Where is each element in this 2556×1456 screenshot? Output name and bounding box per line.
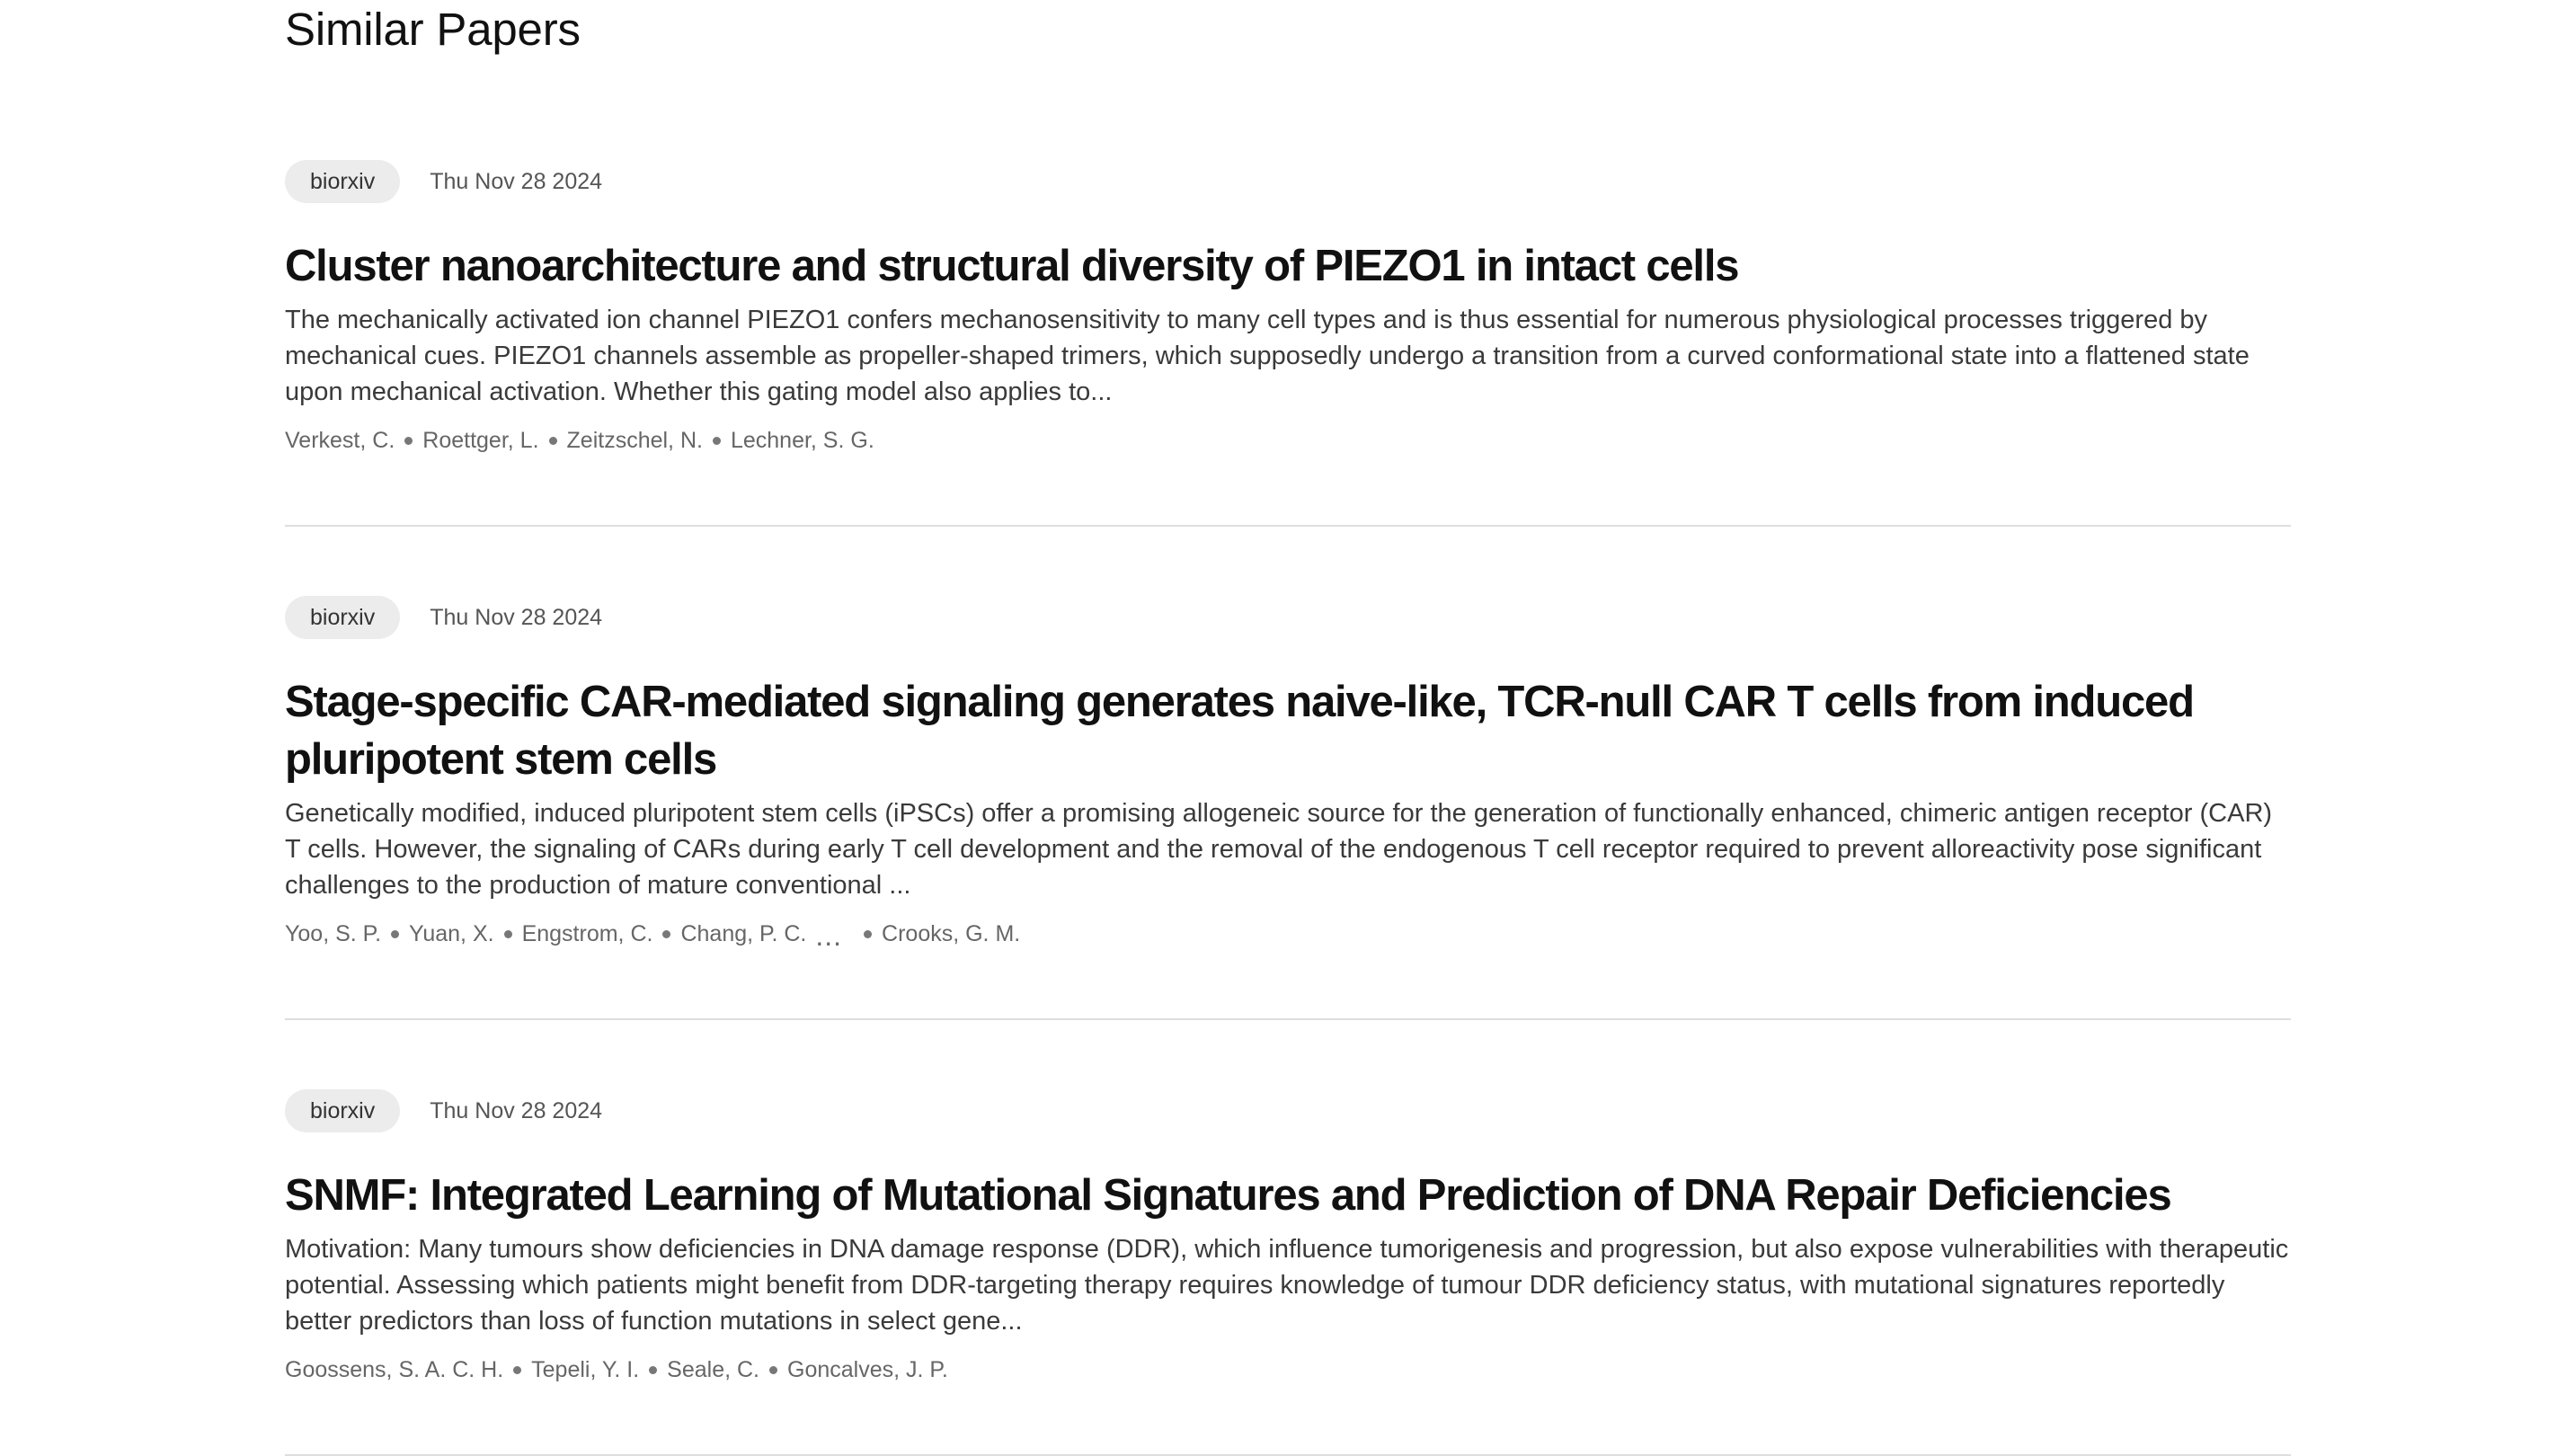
separator-dot [864,929,873,938]
author-list: Verkest, C. Roettger, L. Zeitzschel, N. … [285,425,2291,456]
paper-meta: biorxiv Thu Nov 28 2024 [285,596,2291,639]
author-name[interactable]: Yoo, S. P. [285,920,382,946]
source-badge[interactable]: biorxiv [285,596,401,639]
publish-date: Thu Nov 28 2024 [430,604,603,630]
author-list: Yoo, S. P. Yuan, X. Engstrom, C. Chang, … [285,919,2291,952]
author-name[interactable]: Goossens, S. A. C. H. [285,1356,504,1382]
paper-title[interactable]: Cluster nanoarchitecture and structural … [285,237,2291,295]
publish-date: Thu Nov 28 2024 [430,1097,603,1123]
paper-title-link[interactable]: Stage-specific CAR-mediated signaling ge… [285,678,2195,784]
author-name[interactable]: Yuan, X. [409,920,494,946]
author-name[interactable]: Roettger, L. [422,427,539,453]
author-name[interactable]: Tepeli, Y. I. [531,1356,640,1382]
paper-title-link[interactable]: Cluster nanoarchitecture and structural … [285,242,1739,290]
separator-dot [404,436,413,445]
paper-card: biorxiv Thu Nov 28 2024 Cluster nanoarch… [285,160,2291,527]
paper-card: biorxiv Thu Nov 28 2024 SNMF: Integrated… [285,1089,2291,1456]
author-name[interactable]: Goncalves, J. P. [787,1356,948,1382]
separator-dot [649,1365,658,1374]
author-name[interactable]: Verkest, C. [285,427,395,453]
source-badge[interactable]: biorxiv [285,1089,401,1132]
separator-dot [769,1365,777,1374]
author-name[interactable]: Engstrom, C. [521,920,653,946]
paper-meta: biorxiv Thu Nov 28 2024 [285,1089,2291,1132]
separator-dot [503,929,512,938]
paper-card: biorxiv Thu Nov 28 2024 Stage-specific C… [285,596,2291,1020]
author-name[interactable]: Chang, P. C. [680,920,807,946]
paper-abstract: Genetically modified, induced pluripoten… [285,799,2273,900]
paper-abstract: Motivation: Many tumours show deficienci… [285,1235,2289,1336]
source-badge[interactable]: biorxiv [285,160,401,203]
author-list: Goossens, S. A. C. H. Tepeli, Y. I. Seal… [285,1354,2291,1385]
author-name[interactable]: Lechner, S. G. [730,427,874,453]
separator-dot [662,929,671,938]
paper-meta: biorxiv Thu Nov 28 2024 [285,160,2291,203]
paper-title-link[interactable]: SNMF: Integrated Learning of Mutational … [285,1171,2172,1220]
separator-dot [513,1365,522,1374]
author-name[interactable]: Seale, C. [667,1356,759,1382]
paper-title[interactable]: Stage-specific CAR-mediated signaling ge… [285,673,2291,788]
author-name[interactable]: Crooks, G. M. [882,920,1021,946]
paper-title[interactable]: SNMF: Integrated Learning of Mutational … [285,1167,2291,1224]
separator-dot [391,929,400,938]
separator-dot [712,436,721,445]
more-authors-ellipsis[interactable]: ... [815,919,843,952]
publish-date: Thu Nov 28 2024 [430,168,603,194]
author-name[interactable]: Zeitzschel, N. [566,427,703,453]
section-title: Similar Papers [285,4,581,55]
paper-abstract: The mechanically activated ion channel P… [285,306,2250,406]
separator-dot [548,436,557,445]
